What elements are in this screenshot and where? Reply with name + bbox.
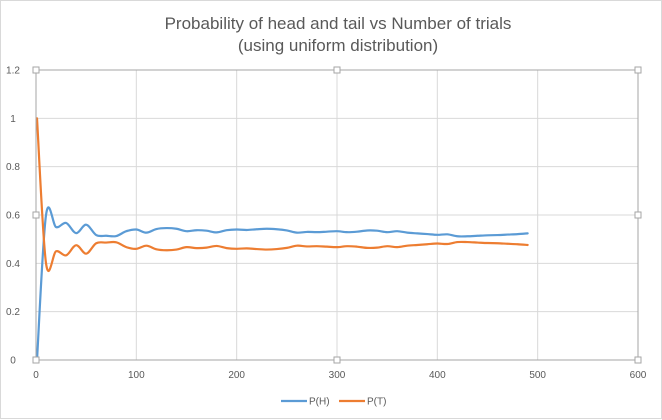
gridlines xyxy=(35,69,639,361)
x-tick-label: 200 xyxy=(228,370,245,381)
resize-handle[interactable] xyxy=(634,356,642,364)
x-tick-label: 0 xyxy=(33,370,39,381)
resize-handle[interactable] xyxy=(32,211,40,219)
x-tick-label: 100 xyxy=(128,370,145,381)
series-line-ph xyxy=(35,206,529,362)
chart-subtitle-line: (using uniform distribution) xyxy=(238,36,438,55)
x-tick-label: 600 xyxy=(630,370,647,381)
tick-labels: 0 0.2 0.4 0.6 0.8 1 1.2 0 100 200 300 400 500 600 xyxy=(6,66,647,382)
legend-label-pt: P(T) xyxy=(367,397,386,408)
x-tick-label: 400 xyxy=(429,370,446,381)
legend: P(H) P(T) xyxy=(281,397,386,408)
series-line-pt xyxy=(35,117,529,273)
y-tick-label: 0.8 xyxy=(6,162,20,173)
x-tick-label: 300 xyxy=(329,370,346,381)
resize-handle[interactable] xyxy=(333,356,341,364)
y-tick-label: 1.2 xyxy=(6,66,20,77)
y-tick-label: 1 xyxy=(10,114,16,125)
series-lines xyxy=(35,117,529,362)
chart-title-line: Probability of head and tail vs Number o… xyxy=(165,14,512,33)
chart-title: Probability of head and tail vs Number o… xyxy=(165,14,512,55)
resize-handle[interactable] xyxy=(333,66,341,74)
y-tick-label: 0.2 xyxy=(6,307,20,318)
resize-handle[interactable] xyxy=(32,66,40,74)
y-tick-label: 0 xyxy=(10,356,16,367)
legend-label-ph: P(H) xyxy=(309,397,330,408)
resize-handle[interactable] xyxy=(32,356,40,364)
y-tick-label: 0.6 xyxy=(6,211,20,222)
resize-handle[interactable] xyxy=(634,66,642,74)
plot-area xyxy=(32,66,642,364)
resize-handle[interactable] xyxy=(634,211,642,219)
y-tick-label: 0.4 xyxy=(6,259,20,270)
x-tick-label: 500 xyxy=(529,370,546,381)
